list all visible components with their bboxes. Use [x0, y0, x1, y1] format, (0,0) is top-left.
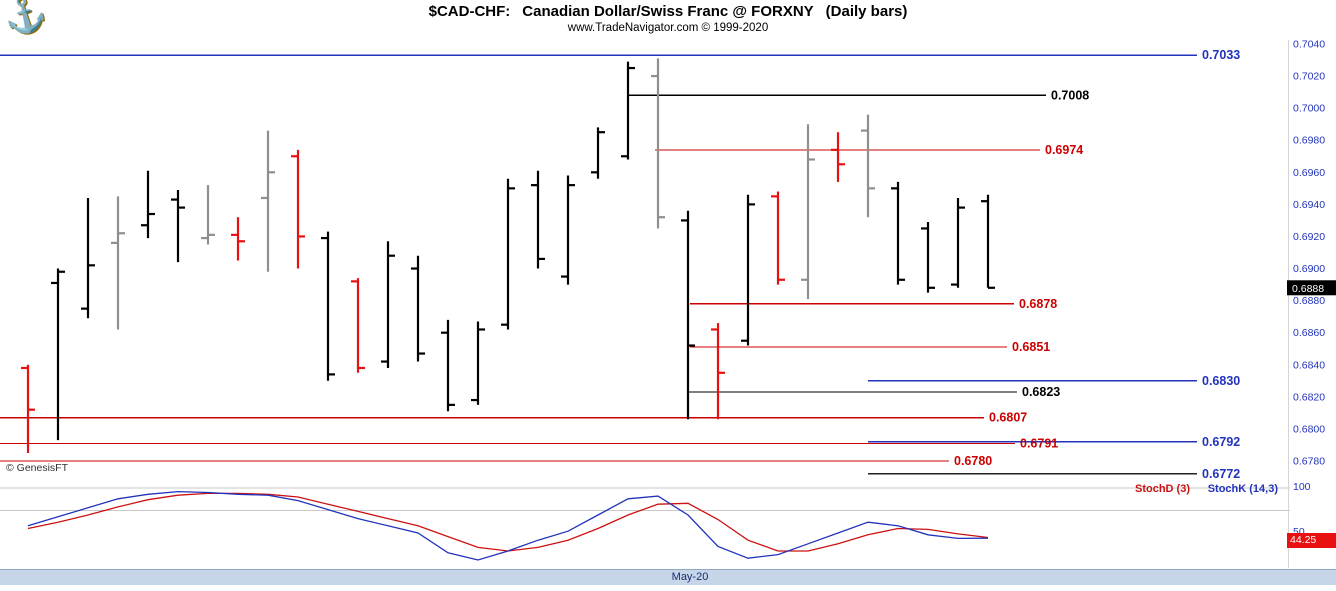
price-level-label: 0.7008: [1051, 88, 1089, 102]
price-level-label: 0.6780: [954, 454, 992, 468]
current-price-label: 0.6888: [1292, 283, 1324, 295]
price-tick-label: 0.6980: [1293, 135, 1325, 147]
price-tick-label: 0.6920: [1293, 231, 1325, 243]
price-level-label: 0.6807: [989, 411, 1027, 425]
price-tick-label: 0.6820: [1293, 391, 1325, 403]
price-tick-label: 0.6800: [1293, 423, 1325, 435]
price-level-label: 0.6830: [1202, 374, 1240, 388]
price-tick-label: 0.6900: [1293, 263, 1325, 275]
price-level-label: 0.6878: [1019, 297, 1057, 311]
price-tick-label: 0.7040: [1293, 39, 1325, 51]
price-tick-label: 0.6880: [1293, 295, 1325, 307]
chart-bar-type: (Daily bars): [825, 3, 908, 20]
chart-title: Canadian Dollar/Swiss Franc @ FORXNY: [522, 3, 814, 20]
time-axis[interactable]: May-20: [0, 569, 1336, 585]
price-tick-label: 0.6840: [1293, 359, 1325, 371]
chart-subtitle: www.TradeNavigator.com © 1999-2020: [567, 22, 769, 34]
stochk-legend: StochK (14,3): [1207, 483, 1278, 495]
price-tick-label: 0.7020: [1293, 71, 1325, 83]
price-level-label: 0.6823: [1022, 385, 1060, 399]
stoch-scale-top-label: 100: [1293, 481, 1311, 493]
price-level-label: 0.6851: [1012, 340, 1050, 354]
price-tick-label: 0.7000: [1293, 103, 1325, 115]
price-level-label: 0.7033: [1202, 48, 1240, 62]
stochd-legend: StochD (3): [1135, 483, 1190, 495]
price-tick-label: 0.6780: [1293, 456, 1325, 468]
stochk-line: [27, 490, 989, 561]
chart-header: $CAD-CHF: Canadian Dollar/Swiss Franc @ F…: [0, 3, 1336, 20]
time-axis-label: May-20: [671, 571, 709, 583]
price-level-label: 0.6772: [1202, 467, 1240, 481]
price-level-label: 0.6974: [1045, 143, 1083, 157]
watermark: © GenesisFT: [6, 462, 69, 474]
chart-symbol: $CAD-CHF:: [428, 3, 511, 20]
current-price-badge: [1287, 280, 1336, 296]
stoch-last-value-badge: 44.25: [1287, 533, 1336, 548]
price-level-label: 0.6791: [1020, 436, 1058, 450]
price-tick-label: 0.6960: [1293, 167, 1325, 179]
price-tick-label: 0.6860: [1293, 327, 1325, 339]
stoch-scale-mid-label: 50: [1293, 526, 1305, 538]
stochd-line: [27, 492, 989, 552]
price-level-label: 0.6792: [1202, 435, 1240, 449]
price-tick-label: 0.6940: [1293, 199, 1325, 211]
